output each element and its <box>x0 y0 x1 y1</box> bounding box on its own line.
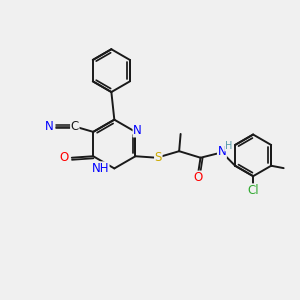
Text: Cl: Cl <box>247 184 259 197</box>
Text: N: N <box>133 124 142 137</box>
Text: O: O <box>194 171 203 184</box>
Text: O: O <box>59 151 68 164</box>
Text: S: S <box>154 151 162 164</box>
Text: NH: NH <box>92 162 109 175</box>
Text: N: N <box>45 120 54 133</box>
Text: N: N <box>218 145 226 158</box>
Text: C: C <box>71 120 79 133</box>
Text: H: H <box>225 141 232 151</box>
